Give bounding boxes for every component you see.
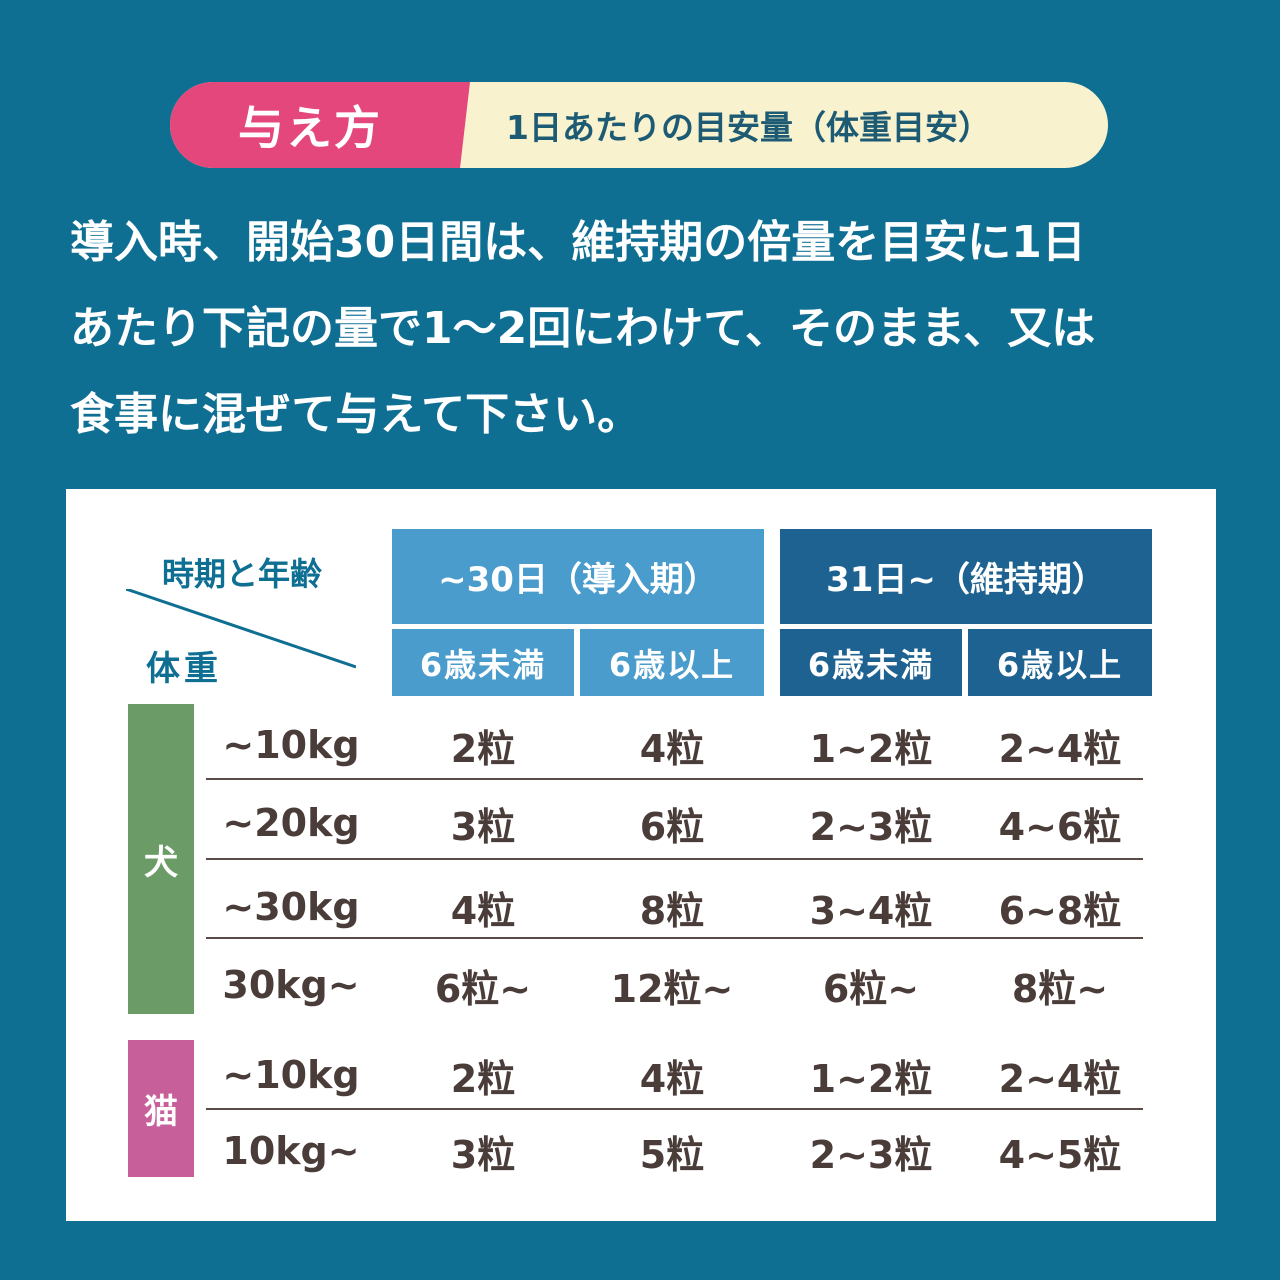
row-divider [206, 778, 1143, 780]
intro-text: 導入時、開始30日間は、維持期の倍量を目安に1日 あたり下記の量で1～2回にわけ… [70, 200, 1230, 458]
table-cell: 6~8粒 [998, 888, 1122, 933]
table-cell: 12粒~ [610, 966, 734, 1011]
weight-cell: ~20kg [222, 801, 360, 845]
dog-label: 犬 [128, 704, 194, 1014]
title-subtitle: 1日あたりの目安量（体重目安） [506, 108, 991, 147]
table-cell: 3粒 [450, 1132, 516, 1177]
table-cell: 6粒 [639, 804, 705, 849]
weight-cell: ~10kg [222, 723, 360, 767]
table-cell: 3~4粒 [809, 888, 933, 933]
row-divider [206, 937, 1143, 939]
table-cell: 4~5粒 [998, 1132, 1122, 1177]
corner-label-weight: 体重 [146, 649, 222, 689]
weight-cell: 10kg~ [222, 1129, 360, 1173]
table-cell: 1~2粒 [809, 726, 933, 771]
title-pill: 与え方 1日あたりの目安量（体重目安） [170, 82, 1108, 168]
subheader-induction-under6: 6歳未満 [392, 629, 574, 696]
table-cell: 2~3粒 [809, 804, 933, 849]
table-cell: 2粒 [450, 1056, 516, 1101]
table-cell: 6粒~ [822, 966, 920, 1011]
subheader-induction-over6: 6歳以上 [580, 629, 764, 696]
subheader-maintenance-under6: 6歳未満 [780, 629, 962, 696]
intro-line: あたり下記の量で1～2回にわけて、そのまま、又は [70, 303, 1096, 354]
corner-diagonal-line [126, 589, 356, 669]
table-cell: 2~3粒 [809, 1132, 933, 1177]
table-cell: 2~4粒 [998, 1056, 1122, 1101]
weight-cell: ~10kg [222, 1053, 360, 1097]
table-cell: 8粒~ [1011, 966, 1109, 1011]
header-induction-period: ~30日（導入期） [392, 529, 764, 624]
table-cell: 5粒 [639, 1132, 705, 1177]
header-maintenance-period: 31日~（維持期） [780, 529, 1152, 624]
title-tag: 与え方 [170, 82, 470, 168]
intro-line: 食事に混ぜて与えて下さい。 [70, 389, 642, 440]
table-cell: 4粒 [450, 888, 516, 933]
table-cell: 4粒 [639, 1056, 705, 1101]
dosage-table: 時期と年齢 体重 ~30日（導入期） 31日~（維持期） 6歳未満 6歳以上 6… [66, 489, 1216, 1221]
weight-cell: 30kg~ [222, 963, 360, 1007]
corner-label-period-age: 時期と年齢 [162, 555, 323, 593]
weight-cell: ~30kg [222, 885, 360, 929]
row-divider [206, 1108, 1143, 1110]
table-cell: 4粒 [639, 726, 705, 771]
intro-line: 導入時、開始30日間は、維持期の倍量を目安に1日 [70, 217, 1086, 268]
table-cell: 8粒 [639, 888, 705, 933]
table-cell: 1~2粒 [809, 1056, 933, 1101]
table-cell: 6粒~ [434, 966, 532, 1011]
table-cell: 3粒 [450, 804, 516, 849]
table-cell: 2粒 [450, 726, 516, 771]
cat-label: 猫 [128, 1040, 194, 1177]
subheader-maintenance-over6: 6歳以上 [968, 629, 1152, 696]
table-cell: 2~4粒 [998, 726, 1122, 771]
title-tag-label: 与え方 [238, 101, 382, 155]
table-cell: 4~6粒 [998, 804, 1122, 849]
row-divider [206, 858, 1143, 860]
